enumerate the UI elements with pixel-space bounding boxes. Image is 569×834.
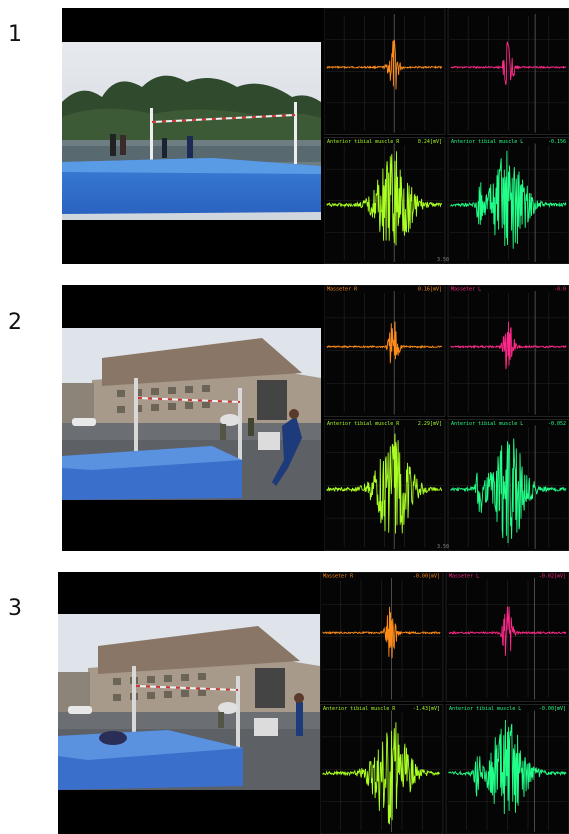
high-jump-scene-1: [62, 42, 321, 220]
emg-waveform: [450, 321, 567, 370]
video-frame-3: [58, 614, 320, 790]
emg-scope-3: Masseter R -0.00[mV] Masseter L -0.02[mV] An…: [320, 572, 569, 834]
emg-channel-4: Anterior tibial muscle L -0.052: [447, 419, 569, 551]
emg-waveform: [326, 39, 443, 90]
emg-channel-3: Anterior tibial muscle R -1.43[mV]: [320, 704, 444, 834]
emg-scope-1: Anterior tibial muscle R 0.24[mV] Anterior…: [324, 8, 569, 264]
channel-label: Anterior tibial muscle L: [449, 706, 521, 712]
channel-label: Anterior tibial muscle L: [451, 139, 523, 145]
emg-channel-3: Anterior tibial muscle R 2.29[mV]: [324, 419, 446, 551]
channel-value: -0.00[mV]: [539, 706, 566, 712]
channel-value: -1.43[mV]: [413, 706, 440, 712]
channel-label: Anterior tibial muscle L: [451, 421, 523, 427]
channel-label: Masseter L: [451, 287, 481, 293]
emg-waveform: [326, 433, 442, 534]
channel-value: -0.0: [554, 287, 566, 293]
channel-value: 0.24[mV]: [418, 139, 442, 145]
video-frame-1: [62, 42, 321, 220]
emg-waveform: [322, 722, 441, 825]
time-label: 3.50: [437, 257, 449, 263]
channel-value: -0.02[mV]: [539, 574, 566, 580]
emg-channel-1: [324, 8, 446, 135]
panel-3: Masseter R -0.00[mV] Masseter L -0.02[mV] An…: [58, 572, 569, 834]
channel-label: Masseter R: [323, 574, 354, 580]
channel-label: Masseter L: [449, 574, 479, 580]
emg-channel-4: Anterior tibial muscle L -0.156: [447, 137, 569, 264]
emg-waveform: [448, 719, 567, 815]
channel-value: -0.156: [548, 139, 566, 145]
panel-number-1: 1: [8, 22, 22, 47]
emg-channel-2: Masseter L -0.0: [447, 285, 569, 417]
panel-number-2: 2: [8, 310, 22, 335]
channel-label: Anterior tibial muscle R: [327, 139, 400, 145]
emg-waveform: [326, 321, 443, 364]
high-jump-scene-2: [62, 328, 321, 500]
panel-2: Masseter R 0.16[mV] Masseter L -0.0 Anterior…: [62, 285, 569, 551]
emg-channel-2: [447, 8, 569, 135]
emg-channel-1: Masseter R -0.00[mV]: [320, 572, 444, 702]
emg-scope-2: Masseter R 0.16[mV] Masseter L -0.0 Anterior…: [324, 285, 569, 551]
emg-waveforms-2: Masseter R 0.16[mV] Masseter L -0.0 Anterior…: [324, 285, 569, 551]
channel-label: Masseter R: [327, 287, 358, 293]
time-label: 3.50: [437, 544, 449, 550]
high-jump-scene-3: [58, 614, 320, 790]
channel-value: -0.00[mV]: [413, 574, 440, 580]
emg-waveforms-1: Anterior tibial muscle R 0.24[mV] Anterior…: [324, 8, 569, 264]
panel-number-3: 3: [8, 596, 22, 621]
channel-label: Anterior tibial muscle R: [327, 421, 400, 427]
emg-waveform: [448, 606, 567, 656]
channel-value: 2.29[mV]: [418, 421, 442, 427]
panel-1: Anterior tibial muscle R 0.24[mV] Anterior…: [62, 8, 569, 264]
channel-value: -0.052: [548, 421, 566, 427]
emg-waveform: [326, 151, 443, 246]
emg-waveform: [450, 150, 567, 249]
emg-waveform: [450, 438, 567, 544]
channel-value: 0.16[mV]: [418, 287, 442, 293]
emg-waveform: [450, 41, 567, 86]
channel-label: Anterior tibial muscle R: [323, 706, 396, 712]
emg-waveform: [322, 606, 441, 659]
video-frame-2: [62, 328, 321, 500]
emg-channel-1: Masseter R 0.16[mV]: [324, 285, 446, 417]
emg-waveforms-3: Masseter R -0.00[mV] Masseter L -0.02[mV] An…: [320, 572, 569, 834]
emg-channel-2: Masseter L -0.02[mV]: [445, 572, 569, 702]
emg-channel-4: Anterior tibial muscle L -0.00[mV]: [445, 704, 569, 834]
emg-channel-3: Anterior tibial muscle R 0.24[mV]: [324, 137, 446, 264]
